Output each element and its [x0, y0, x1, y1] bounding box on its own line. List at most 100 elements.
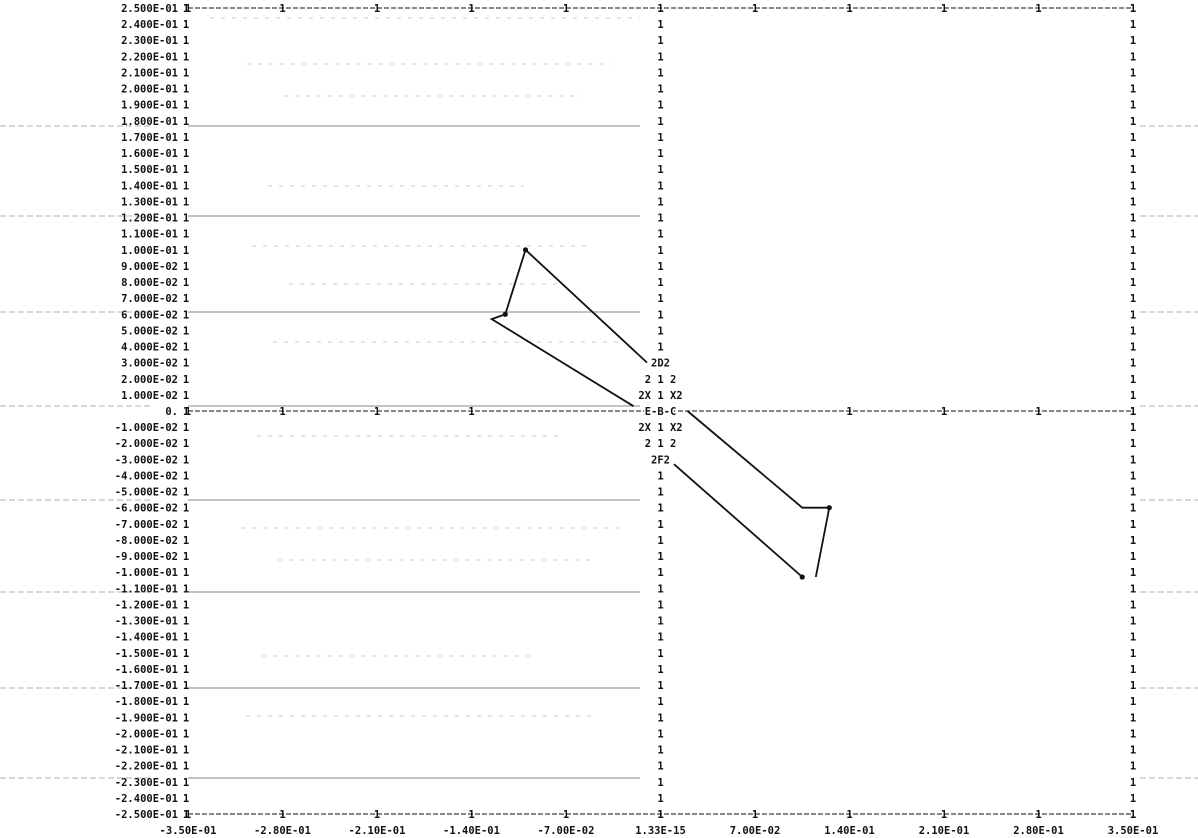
- frame-tick-mark: 1: [185, 3, 191, 15]
- frame-char-left: 1: [183, 100, 189, 112]
- frame-char-right: 1: [1130, 374, 1136, 386]
- frame-char-left: 1: [183, 487, 189, 499]
- frame-tick-mark: 1: [752, 809, 758, 821]
- frame-char-right: 1: [1130, 745, 1136, 757]
- frame-tick-mark: 1: [468, 809, 474, 821]
- frame-char-left: 1: [183, 438, 189, 450]
- y-tick-label: -1.600E-01: [115, 664, 178, 676]
- zero-line-tick-mark: 1: [279, 406, 285, 418]
- frame-char-right: 1: [1130, 438, 1136, 450]
- frame-tick-mark: 1: [941, 3, 947, 15]
- frame-char-center: 1: [657, 116, 663, 128]
- y-tick-label: -2.400E-01: [115, 793, 178, 805]
- frame-char-left: 1: [183, 664, 189, 676]
- y-tick-label: -1.200E-01: [115, 599, 178, 611]
- y-tick-label: 1.000E-02: [121, 390, 178, 402]
- frame-char-right: 1: [1130, 35, 1136, 47]
- frame-char-left: 1: [183, 277, 189, 289]
- origin-char-row: 2X 1 X2: [638, 422, 682, 434]
- frame-char-right: 1: [1130, 100, 1136, 112]
- frame-char-right: 1: [1130, 599, 1136, 611]
- frame-char-left: 1: [183, 648, 189, 660]
- frame-char-right: 1: [1130, 712, 1136, 724]
- frame-char-right: 1: [1130, 148, 1136, 160]
- frame-tick-mark: 1: [185, 809, 191, 821]
- frame-char-center: 1: [657, 164, 663, 176]
- frame-char-left: 1: [183, 406, 189, 418]
- y-tick-label: -1.900E-01: [115, 712, 178, 724]
- y-tick-label: -1.000E-02: [115, 422, 178, 434]
- y-tick-label: 1.500E-01: [121, 164, 178, 176]
- frame-char-right: 1: [1130, 664, 1136, 676]
- y-tick-label: -3.000E-02: [115, 454, 178, 466]
- frame-char-right: 1: [1130, 503, 1136, 515]
- y-tick-label: 1.800E-01: [121, 116, 178, 128]
- y-tick-label: 2.000E-01: [121, 84, 178, 96]
- frame-char-left: 1: [183, 35, 189, 47]
- frame-char-right: 1: [1130, 229, 1136, 241]
- frame-char-left: 1: [183, 454, 189, 466]
- frame-char-center: 1: [657, 19, 663, 31]
- frame-char-center: 1: [657, 148, 663, 160]
- y-tick-label: -1.000E-01: [115, 567, 178, 579]
- frame-tick-mark: 1: [657, 809, 663, 821]
- frame-char-left: 1: [183, 148, 189, 160]
- frame-char-center: 1: [657, 616, 663, 628]
- frame-char-right: 1: [1130, 132, 1136, 144]
- frame-char-left: 1: [183, 19, 189, 31]
- series-line-2: [524, 249, 648, 364]
- frame-char-center: 1: [657, 51, 663, 63]
- frame-char-left: 1: [183, 599, 189, 611]
- frame-char-left: 1: [183, 342, 189, 354]
- frame-char-right: 1: [1130, 728, 1136, 740]
- frame-char-center: 1: [657, 180, 663, 192]
- frame-char-left: 1: [183, 309, 189, 321]
- frame-char-left: 1: [183, 3, 189, 15]
- y-tick-label: -8.000E-02: [115, 535, 178, 547]
- frame-char-left: 1: [183, 164, 189, 176]
- frame-char-right: 1: [1130, 277, 1136, 289]
- x-tick-label: 3.50E-01: [1108, 825, 1159, 837]
- y-tick-label: -2.300E-01: [115, 777, 178, 789]
- x-tick-label: -2.80E-01: [254, 825, 311, 837]
- frame-char-right: 1: [1130, 535, 1136, 547]
- frame-char-left: 1: [183, 761, 189, 773]
- y-tick-label: -1.300E-01: [115, 616, 178, 628]
- frame-char-left: 1: [183, 84, 189, 96]
- x-tick-label: -7.00E-02: [538, 825, 595, 837]
- series-line-1: [489, 249, 634, 407]
- frame-char-center: 1: [657, 583, 663, 595]
- y-tick-label: -9.000E-02: [115, 551, 178, 563]
- frame-char-right: 1: [1130, 342, 1136, 354]
- y-tick-label: 2.400E-01: [121, 19, 178, 31]
- frame-char-left: 1: [183, 374, 189, 386]
- frame-char-left: 1: [183, 745, 189, 757]
- frame-char-left: 1: [183, 132, 189, 144]
- x-tick-label: 2.10E-01: [919, 825, 970, 837]
- frame-char-left: 1: [183, 470, 189, 482]
- frame-char-center: 1: [657, 342, 663, 354]
- data-marker: [502, 311, 508, 317]
- x-tick-label: 1.40E-01: [824, 825, 875, 837]
- x-tick-label: -2.10E-01: [349, 825, 406, 837]
- zero-line-tick-mark: 1: [374, 406, 380, 418]
- x-tick-label: -1.40E-01: [443, 825, 500, 837]
- frame-char-center: 1: [657, 777, 663, 789]
- origin-char-row: E-B-C: [645, 406, 677, 418]
- y-tick-label: 0.: [165, 406, 178, 418]
- frame-char-left: 1: [183, 196, 189, 208]
- frame-char-left: 1: [183, 680, 189, 692]
- zero-line-tick-mark: 1: [1035, 406, 1041, 418]
- frame-char-center: 1: [657, 100, 663, 112]
- frame-tick-mark: 1: [1035, 3, 1041, 15]
- y-tick-label: 9.000E-02: [121, 261, 178, 273]
- frame-char-left: 1: [183, 583, 189, 595]
- frame-char-right: 1: [1130, 325, 1136, 337]
- frame-char-center: 1: [657, 213, 663, 225]
- frame-char-center: 1: [657, 599, 663, 611]
- frame-char-right: 1: [1130, 3, 1136, 15]
- frame-tick-mark: 1: [563, 3, 569, 15]
- y-tick-label: 1.200E-01: [121, 213, 178, 225]
- frame-char-right: 1: [1130, 67, 1136, 79]
- frame-char-right: 1: [1130, 696, 1136, 708]
